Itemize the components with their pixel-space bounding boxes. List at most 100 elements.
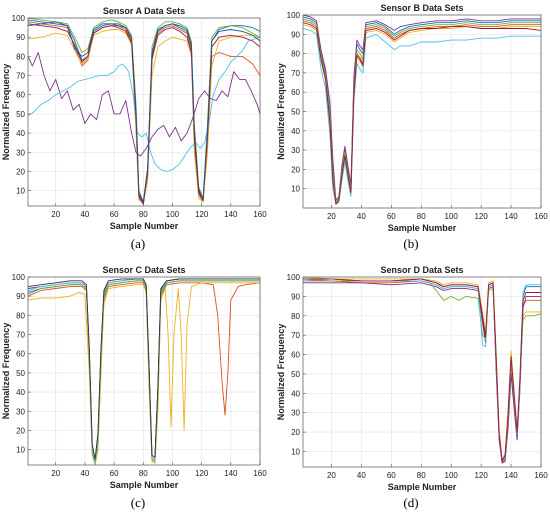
series-line-7	[28, 278, 260, 460]
y-tick-label: 70	[16, 72, 25, 81]
y-axis-label: Normalized Frequency	[276, 324, 286, 421]
chart-panel-c: 20 40 60 80 100 120 140 160 10 20 30 40 50 60 70 80 90 10…	[1, 265, 267, 490]
x-tick-label: 100	[445, 212, 459, 221]
chart-panel-b: 20 40 60 80 100 120 140 160 10 20 30 40 50 60 70 80 90 10…	[276, 3, 548, 233]
caption-d: (d)	[403, 495, 419, 510]
series-line-4	[28, 52, 260, 157]
caption-c: (c)	[130, 495, 146, 510]
y-tick-label: 90	[16, 292, 25, 301]
y-tick-label: 60	[16, 350, 25, 359]
y-tick-label: 80	[16, 52, 25, 61]
series-line-7	[303, 278, 541, 462]
y-tick-label: 50	[291, 370, 300, 379]
chart-title: Sensor D Data Sets	[380, 265, 463, 275]
x-axis-label: Sample Number	[110, 221, 179, 231]
y-tick-label: 90	[291, 292, 300, 301]
x-tick-label: 80	[417, 471, 426, 480]
axes-box	[302, 276, 542, 468]
x-tick-label: 140	[224, 469, 238, 478]
axes-box	[27, 17, 261, 207]
y-tick-label: 60	[291, 351, 300, 360]
y-tick-label: 70	[16, 331, 25, 340]
chart-title: Sensor A Data Sets	[103, 6, 185, 16]
y-axis-label: Normalized Frequency	[1, 64, 11, 161]
y-tick-label: 80	[291, 50, 300, 59]
y-tick-label: 20	[291, 428, 300, 437]
y-tick-label: 100	[12, 14, 26, 23]
series-group	[303, 277, 541, 464]
chart-panel-d: 20 40 60 80 100 120 140 160 10 20 30 40 50 60 70 80 90 10…	[276, 265, 548, 492]
x-tick-label: 140	[224, 210, 238, 219]
series-line-6	[28, 36, 260, 172]
y-tick-label: 30	[16, 148, 25, 157]
x-tick-label: 20	[327, 471, 336, 480]
x-tick-label: 120	[195, 210, 209, 219]
y-tick-label: 40	[16, 388, 25, 397]
x-tick-label: 160	[534, 471, 548, 480]
y-tick-label: 50	[16, 369, 25, 378]
y-tick-label: 50	[291, 108, 300, 117]
y-tick-label: 40	[16, 129, 25, 138]
y-tick-label: 80	[291, 312, 300, 321]
y-tick-label: 100	[287, 11, 301, 20]
y-tick-label: 100	[287, 273, 301, 282]
x-axis-label: Sample Number	[388, 223, 457, 233]
y-tick-label: 100	[12, 273, 26, 282]
y-tick-label: 30	[16, 407, 25, 416]
x-tick-label: 20	[51, 210, 60, 219]
x-tick-label: 80	[139, 210, 148, 219]
x-tick-label: 120	[474, 471, 488, 480]
x-tick-label: 40	[80, 210, 89, 219]
x-tick-label: 40	[80, 469, 89, 478]
y-tick-label: 60	[291, 88, 300, 97]
y-tick-label: 60	[16, 91, 25, 100]
y-tick-label: 90	[291, 30, 300, 39]
series-line-6	[28, 278, 260, 464]
series-group	[28, 278, 260, 465]
plot-area	[28, 277, 260, 465]
y-tick-label: 70	[291, 69, 300, 78]
x-tick-label: 60	[110, 469, 119, 478]
x-axis-label: Sample Number	[110, 480, 179, 490]
y-tick-label: 30	[291, 409, 300, 418]
series-group	[303, 15, 541, 205]
axes-box	[27, 276, 261, 466]
series-line-8	[28, 21, 260, 203]
x-tick-label: 20	[327, 212, 336, 221]
y-tick-label: 40	[291, 127, 300, 136]
x-tick-label: 60	[110, 210, 119, 219]
y-tick-label: 70	[291, 331, 300, 340]
x-tick-label: 20	[51, 469, 60, 478]
y-tick-label: 20	[291, 165, 300, 174]
x-tick-label: 100	[445, 471, 459, 480]
x-tick-label: 40	[357, 212, 366, 221]
x-tick-label: 160	[253, 210, 267, 219]
y-tick-label: 30	[291, 146, 300, 155]
y-tick-label: 10	[16, 446, 25, 455]
x-tick-label: 100	[166, 210, 180, 219]
y-tick-label: 20	[16, 167, 25, 176]
y-tick-label: 90	[16, 33, 25, 42]
y-axis-label: Normalized Frequency	[276, 63, 286, 160]
y-tick-label: 50	[16, 110, 25, 119]
x-tick-label: 60	[387, 212, 396, 221]
y-tick-label: 10	[291, 185, 300, 194]
caption-a: (a)	[130, 236, 146, 251]
series-line-4	[303, 15, 541, 201]
series-line-5	[28, 280, 260, 464]
y-tick-label: 10	[16, 187, 25, 196]
series-line-7	[303, 22, 541, 205]
plot-area	[303, 277, 541, 467]
x-tick-label: 40	[357, 471, 366, 480]
chart-title: Sensor C Data Sets	[102, 265, 185, 275]
x-tick-label: 140	[504, 471, 518, 480]
y-tick-label: 10	[291, 447, 300, 456]
x-tick-label: 160	[534, 212, 548, 221]
x-tick-label: 160	[253, 469, 267, 478]
x-tick-label: 60	[387, 471, 396, 480]
chart-panel-a: 20 40 60 80 100 120 140 160 10 20 30 40 50 60 70 80 90 10…	[1, 6, 267, 231]
series-group	[28, 18, 260, 205]
x-tick-label: 100	[166, 469, 180, 478]
caption-b: (b)	[403, 236, 419, 251]
y-tick-label: 20	[16, 426, 25, 435]
